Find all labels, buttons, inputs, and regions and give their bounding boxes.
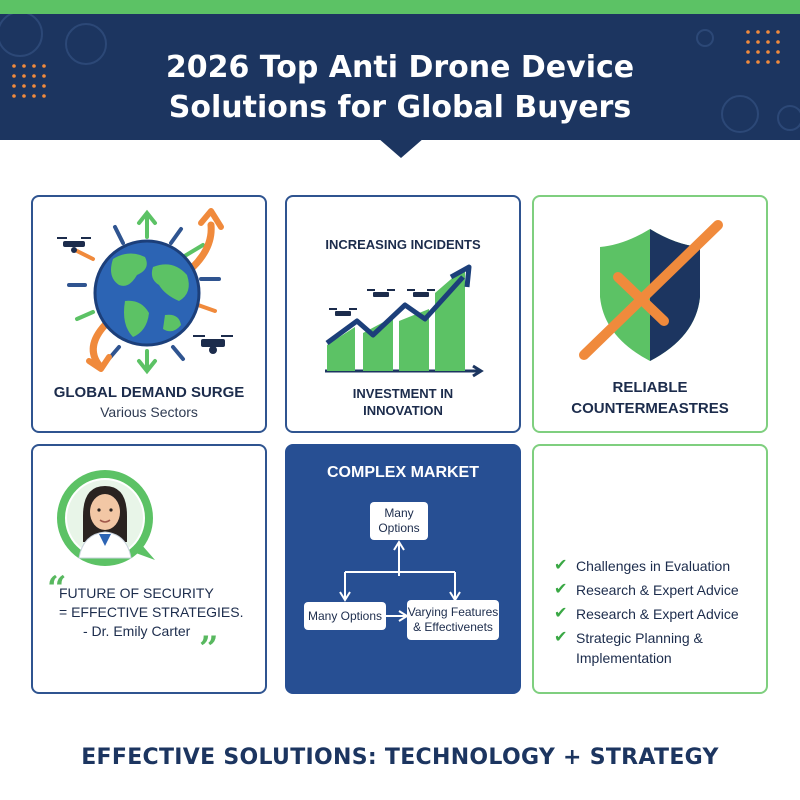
checklist-item: ✔ Challenges in Evaluation (554, 556, 754, 576)
title-line-2: COUNTERMEASTRES (571, 400, 729, 417)
caption-line-1: INVESTMENT IN (352, 386, 454, 401)
rising-bar-chart-icon (325, 264, 484, 378)
header-banner: 2026 Top Anti Drone Device Solutions for… (0, 14, 800, 140)
card-title: RELIABLE COUNTERMEASTRES (534, 377, 766, 419)
card-checklist: ✔ Challenges in Evaluation ✔ Research & … (532, 444, 768, 694)
flow-node-top: Many Options (370, 502, 428, 540)
checklist-item: ✔ Strategic Planning & Implementation (554, 628, 754, 668)
page-title: 2026 Top Anti Drone Device Solutions for… (0, 48, 800, 128)
globe-with-drones-icon (57, 208, 233, 375)
node-line-2: Options (378, 521, 420, 535)
node-line-1: Varying Features (407, 605, 499, 619)
checklist: ✔ Challenges in Evaluation ✔ Research & … (554, 556, 754, 672)
top-accent-bar (0, 0, 800, 14)
checklist-item: ✔ Research & Expert Advice (554, 604, 754, 624)
checklist-item-label: Research & Expert Advice (576, 606, 739, 622)
title-line-2: Solutions for Global Buyers (168, 90, 632, 125)
checklist-item-label: Strategic Planning & Implementation (576, 630, 703, 666)
card-title: COMPLEX MARKET (327, 464, 479, 481)
check-icon: ✔ (554, 629, 568, 646)
footer-tagline: EFFECTIVE SOLUTIONS: TECHNOLOGY + STRATE… (81, 745, 719, 770)
card-complex-market: COMPLEX MARKET Many Options Many Options… (285, 444, 521, 694)
card-title: INCREASING INCIDENTS (325, 237, 481, 252)
card-expert-quote: “ FUTURE OF SECURITY = EFFECTIVE STRATEG… (31, 444, 267, 694)
shield-cross-icon (579, 220, 723, 361)
check-icon: ✔ (554, 605, 568, 622)
flow-node-right: Varying Features & Effectivenets (407, 600, 499, 640)
card-subtitle: Various Sectors (100, 404, 198, 420)
close-quote-icon: ” (199, 629, 219, 669)
header-decoration (0, 14, 800, 133)
check-icon: ✔ (554, 581, 568, 598)
card-global-demand: GLOBAL DEMAND SURGE Various Sectors (31, 195, 267, 433)
drone-icon-right (193, 335, 233, 354)
check-icon: ✔ (554, 557, 568, 574)
expert-avatar-icon (57, 470, 155, 566)
card-caption: INVESTMENT IN INNOVATION (287, 385, 519, 419)
caption-line-2: INNOVATION (363, 403, 443, 418)
flow-diagram-connectors (339, 540, 461, 622)
title-line-1: RELIABLE (612, 379, 688, 396)
checklist-item: ✔ Research & Expert Advice (554, 580, 754, 600)
checklist-item-label: Challenges in Evaluation (576, 558, 731, 574)
node-line-1: Many (384, 506, 414, 520)
drone-icon-left (57, 237, 91, 253)
quote-line-1: FUTURE OF SECURITY (59, 585, 214, 601)
title-line-1: 2026 Top Anti Drone Device (165, 50, 635, 85)
header-pointer (378, 138, 424, 158)
card-countermeasures: RELIABLE COUNTERMEASTRES (532, 195, 768, 433)
checklist-item-label: Research & Expert Advice (576, 582, 739, 598)
quote-line-2: = EFFECTIVE STRATEGIES. (59, 604, 244, 620)
card-increasing-incidents: INCREASING INCIDENTS INVESTMENT IN INNOV… (285, 195, 521, 433)
flow-node-left: Many Options (304, 602, 386, 630)
card-title: GLOBAL DEMAND SURGE (53, 384, 245, 401)
quote-text: FUTURE OF SECURITY = EFFECTIVE STRATEGIE… (59, 584, 244, 641)
open-quote-icon: “ (47, 569, 67, 609)
node-line-2: & Effectivenets (413, 620, 493, 634)
quote-author: - Dr. Emily Carter (83, 623, 191, 639)
